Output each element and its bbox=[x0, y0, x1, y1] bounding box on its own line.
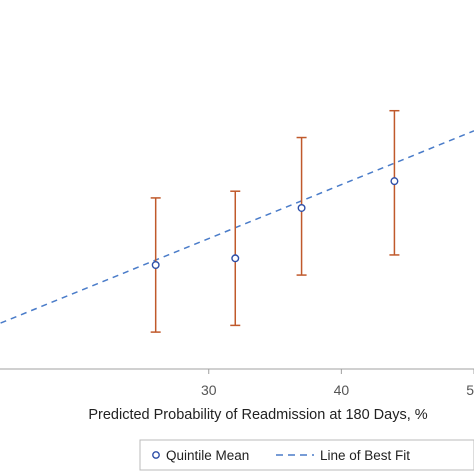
quintile-point-group bbox=[296, 136, 307, 276]
legend-label-quintile-mean: Quintile Mean bbox=[166, 448, 249, 463]
legend-marker-quintile-mean bbox=[152, 451, 160, 459]
x-tick-label: 30 bbox=[201, 382, 217, 398]
quintile-point-group bbox=[150, 197, 161, 333]
x-axis-title: Predicted Probability of Readmission at … bbox=[88, 407, 427, 423]
quintile-mean-point bbox=[390, 177, 399, 186]
quintile-point-group bbox=[230, 190, 241, 327]
best-fit-line bbox=[0, 130, 474, 325]
quintile-mean-point bbox=[231, 254, 240, 263]
quintile-point-group bbox=[389, 109, 400, 256]
x-axis-ticks: 30 40 50 bbox=[201, 369, 474, 398]
legend: Quintile Mean Line of Best Fit bbox=[139, 439, 474, 471]
legend-label-best-fit: Line of Best Fit bbox=[320, 448, 410, 463]
x-tick-label: 50 bbox=[466, 382, 474, 398]
x-tick-label: 40 bbox=[334, 382, 350, 398]
quintile-mean-point bbox=[297, 203, 306, 212]
plot-area bbox=[0, 109, 474, 333]
quintile-mean-point bbox=[151, 261, 160, 270]
